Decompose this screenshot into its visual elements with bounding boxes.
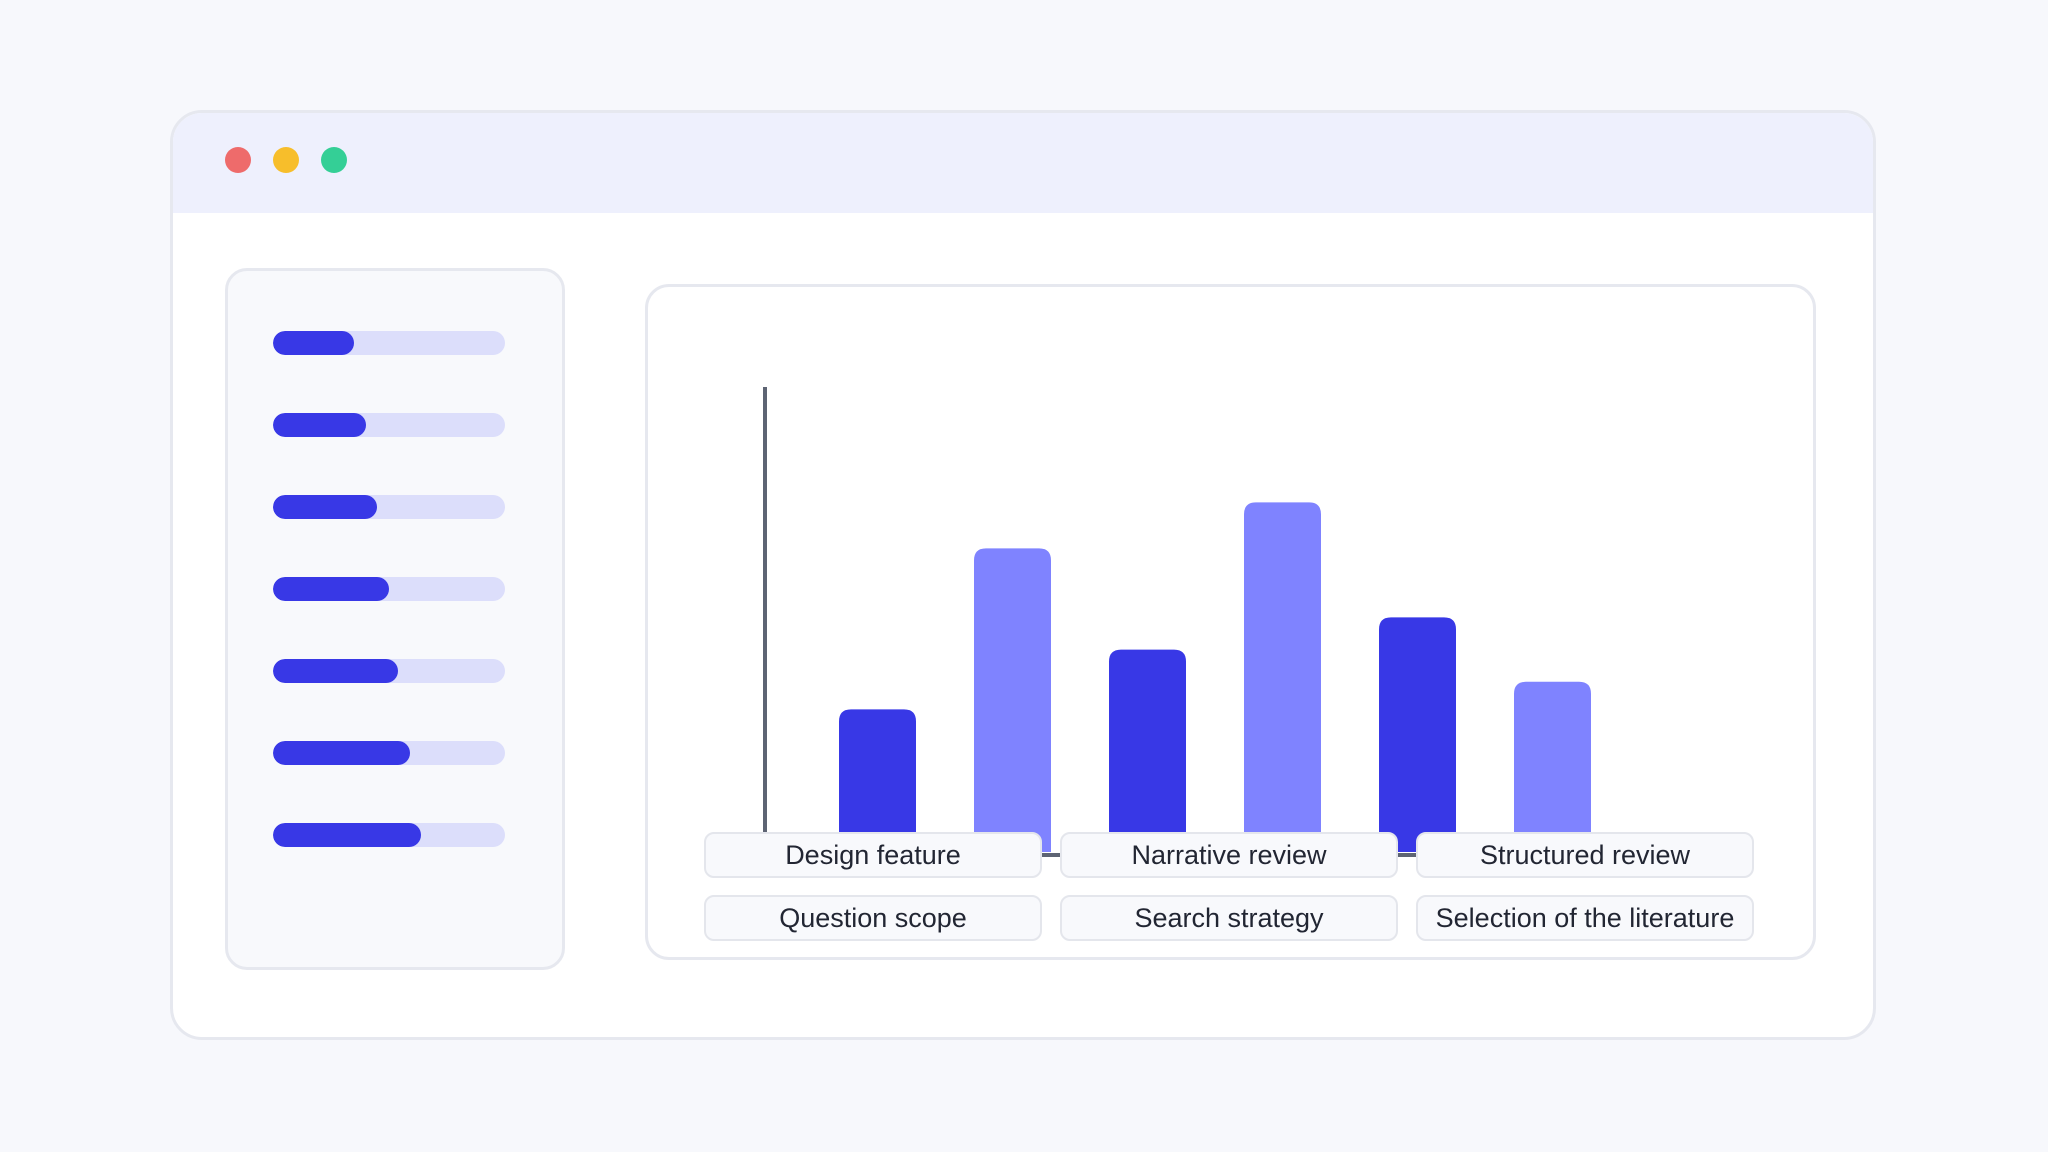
progress-fill (273, 659, 399, 683)
x-label-question-scope: Question scope (704, 895, 1042, 941)
bar-2 (974, 548, 1051, 852)
progress-fill (273, 331, 355, 355)
progress-fill (273, 577, 389, 601)
progress-bar-5 (273, 659, 505, 683)
bar-1 (839, 709, 916, 852)
x-label-design-feature: Design feature (704, 832, 1042, 878)
x-label-narrative-review: Narrative review (1060, 832, 1398, 878)
progress-bar-6 (273, 741, 505, 765)
progress-bar-2 (273, 413, 505, 437)
progress-bar-3 (273, 495, 505, 519)
minimize-window-icon[interactable] (273, 147, 299, 173)
progress-fill (273, 495, 378, 519)
bar-4 (1244, 502, 1321, 852)
close-window-icon[interactable] (225, 147, 251, 173)
maximize-window-icon[interactable] (321, 147, 347, 173)
progress-fill (273, 741, 410, 765)
progress-bar-4 (273, 577, 505, 601)
progress-bar-1 (273, 331, 505, 355)
title-bar (173, 113, 1873, 213)
x-label-structured-review: Structured review (1416, 832, 1754, 878)
x-label-selection-of-the-literature: Selection of the literature (1416, 895, 1754, 941)
bar-3 (1109, 649, 1186, 852)
x-label-search-strategy: Search strategy (1060, 895, 1398, 941)
progress-fill (273, 413, 366, 437)
app-window: Design feature Narrative review Structur… (170, 110, 1876, 1040)
progress-fill (273, 823, 422, 847)
bar-5 (1379, 617, 1456, 852)
bar-chart (763, 387, 1648, 857)
progress-bar-7 (273, 823, 505, 847)
bar-6 (1514, 681, 1591, 852)
chart-panel: Design feature Narrative review Structur… (645, 284, 1816, 960)
sidebar-panel (225, 268, 565, 970)
